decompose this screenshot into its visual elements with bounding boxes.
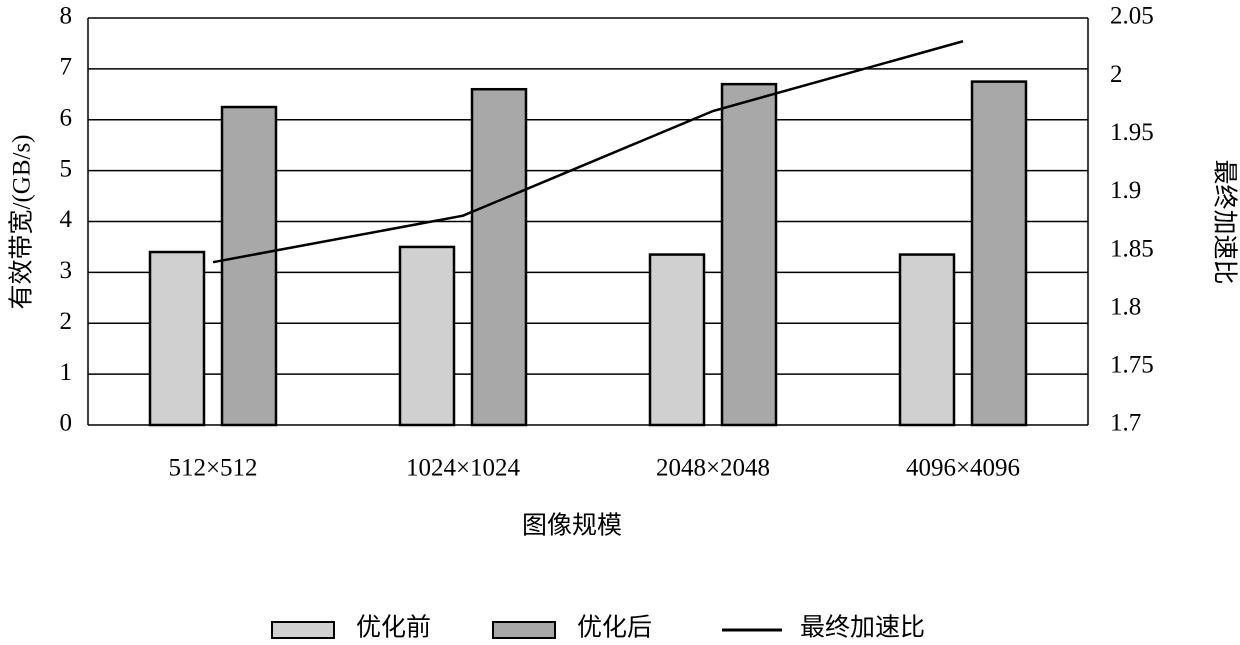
bar	[220, 105, 278, 427]
y-tick-label: 4	[60, 206, 73, 233]
line	[212, 40, 964, 264]
y2-axis-label: 最终加速比	[1210, 159, 1238, 284]
legend-label: 最终加速比	[800, 614, 925, 642]
y-tick-label: 0	[60, 410, 73, 437]
bar	[720, 82, 778, 427]
y2-tick-label: 2	[1110, 61, 1123, 88]
x-tick-label: 512×512	[168, 455, 257, 482]
bar	[648, 253, 706, 427]
y-tick-label: 6	[60, 104, 73, 131]
x-axis-label: 图像规模	[522, 512, 622, 540]
y2-tick-label: 2.05	[1110, 3, 1154, 30]
legend-label: 优化前	[356, 614, 431, 642]
y-axis-label: 有效带宽/(GB/s)	[8, 134, 36, 309]
bar	[898, 253, 956, 427]
y2-tick-label: 1.9	[1110, 177, 1141, 204]
bar	[470, 87, 528, 427]
y-tick-label: 8	[60, 3, 73, 30]
y-tick-label: 7	[60, 54, 73, 81]
x-tick-label: 1024×1024	[406, 455, 521, 482]
y2-tick-label: 1.75	[1110, 352, 1154, 379]
legend-swatch	[271, 621, 335, 639]
legend-swatch	[492, 621, 556, 639]
y2-tick-label: 1.8	[1110, 293, 1141, 320]
x-tick-label: 2048×2048	[656, 455, 770, 482]
bar	[970, 80, 1028, 427]
y-tick-label: 2	[60, 308, 73, 335]
x-tick-label: 4096×4096	[906, 455, 1020, 482]
bar	[148, 250, 206, 427]
bar	[398, 245, 456, 427]
y-tick-label: 5	[60, 155, 73, 182]
legend-label: 优化后	[577, 614, 652, 642]
y-tick-label: 1	[60, 359, 73, 386]
y2-tick-label: 1.85	[1110, 235, 1154, 262]
y2-tick-label: 1.95	[1110, 119, 1154, 146]
y-tick-label: 3	[60, 257, 73, 284]
y2-tick-label: 1.7	[1110, 410, 1141, 437]
